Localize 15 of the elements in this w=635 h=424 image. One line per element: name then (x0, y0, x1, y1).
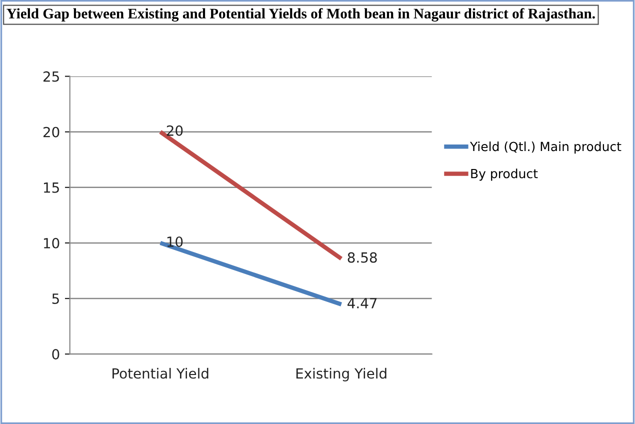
chart-title: Yield Gap between Existing and Potential Yields of Moth bean in Nagaur district of Rajasthan. (6, 8, 595, 22)
x-tick-label: Existing Yield (296, 368, 386, 382)
y-tick-label: 10 (44, 238, 60, 248)
y-tick-label: 5 (52, 294, 59, 304)
y-tick-label: 0 (52, 349, 60, 360)
y-tick-label: 15 (44, 182, 59, 193)
data-label: 8.58 (348, 252, 377, 263)
data-label: 20 (166, 125, 183, 136)
x-tick-label: Potential Yield (112, 368, 208, 379)
data-label: 4.47 (348, 298, 377, 308)
legend-label: Yield (Qtl.) Main product (470, 142, 622, 154)
y-tick-label: 20 (43, 126, 60, 138)
y-tick-label: 25 (43, 71, 59, 82)
data-label: 10 (167, 236, 183, 247)
legend-label: By product (471, 168, 538, 181)
